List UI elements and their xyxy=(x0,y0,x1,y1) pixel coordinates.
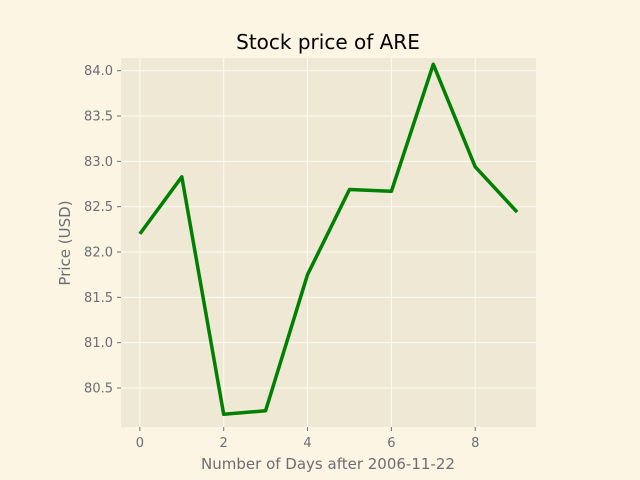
y-axis: 80.5 81.0 81.5 82.0 82.5 83.0 83.5 84.0 xyxy=(84,64,121,397)
y-tick-label: 83.5 xyxy=(84,110,113,125)
x-tick-label: 2 xyxy=(220,436,228,451)
x-tick-label: 4 xyxy=(303,436,311,451)
y-tick-label: 81.5 xyxy=(84,291,113,306)
y-tick-label: 83.0 xyxy=(84,155,113,170)
y-tick-label: 82.0 xyxy=(84,246,113,261)
y-axis-label: Price (USD) xyxy=(56,200,74,285)
x-tick-label: 6 xyxy=(387,436,395,451)
grid xyxy=(121,58,536,427)
series-line xyxy=(138,62,519,417)
series-group xyxy=(138,62,519,417)
chart-title: Stock price of ARE xyxy=(236,30,420,54)
plot-area xyxy=(121,58,536,427)
x-tick-label: 0 xyxy=(136,436,144,451)
y-tick-label: 81.0 xyxy=(84,336,113,351)
y-tick-label: 82.5 xyxy=(84,200,113,215)
y-tick-label: 84.0 xyxy=(84,64,113,79)
x-tick-label: 8 xyxy=(471,436,479,451)
y-tick-label: 80.5 xyxy=(84,382,113,397)
x-axis: 0 2 4 6 8 xyxy=(136,427,479,451)
x-axis-label: Number of Days after 2006-11-22 xyxy=(201,455,455,473)
